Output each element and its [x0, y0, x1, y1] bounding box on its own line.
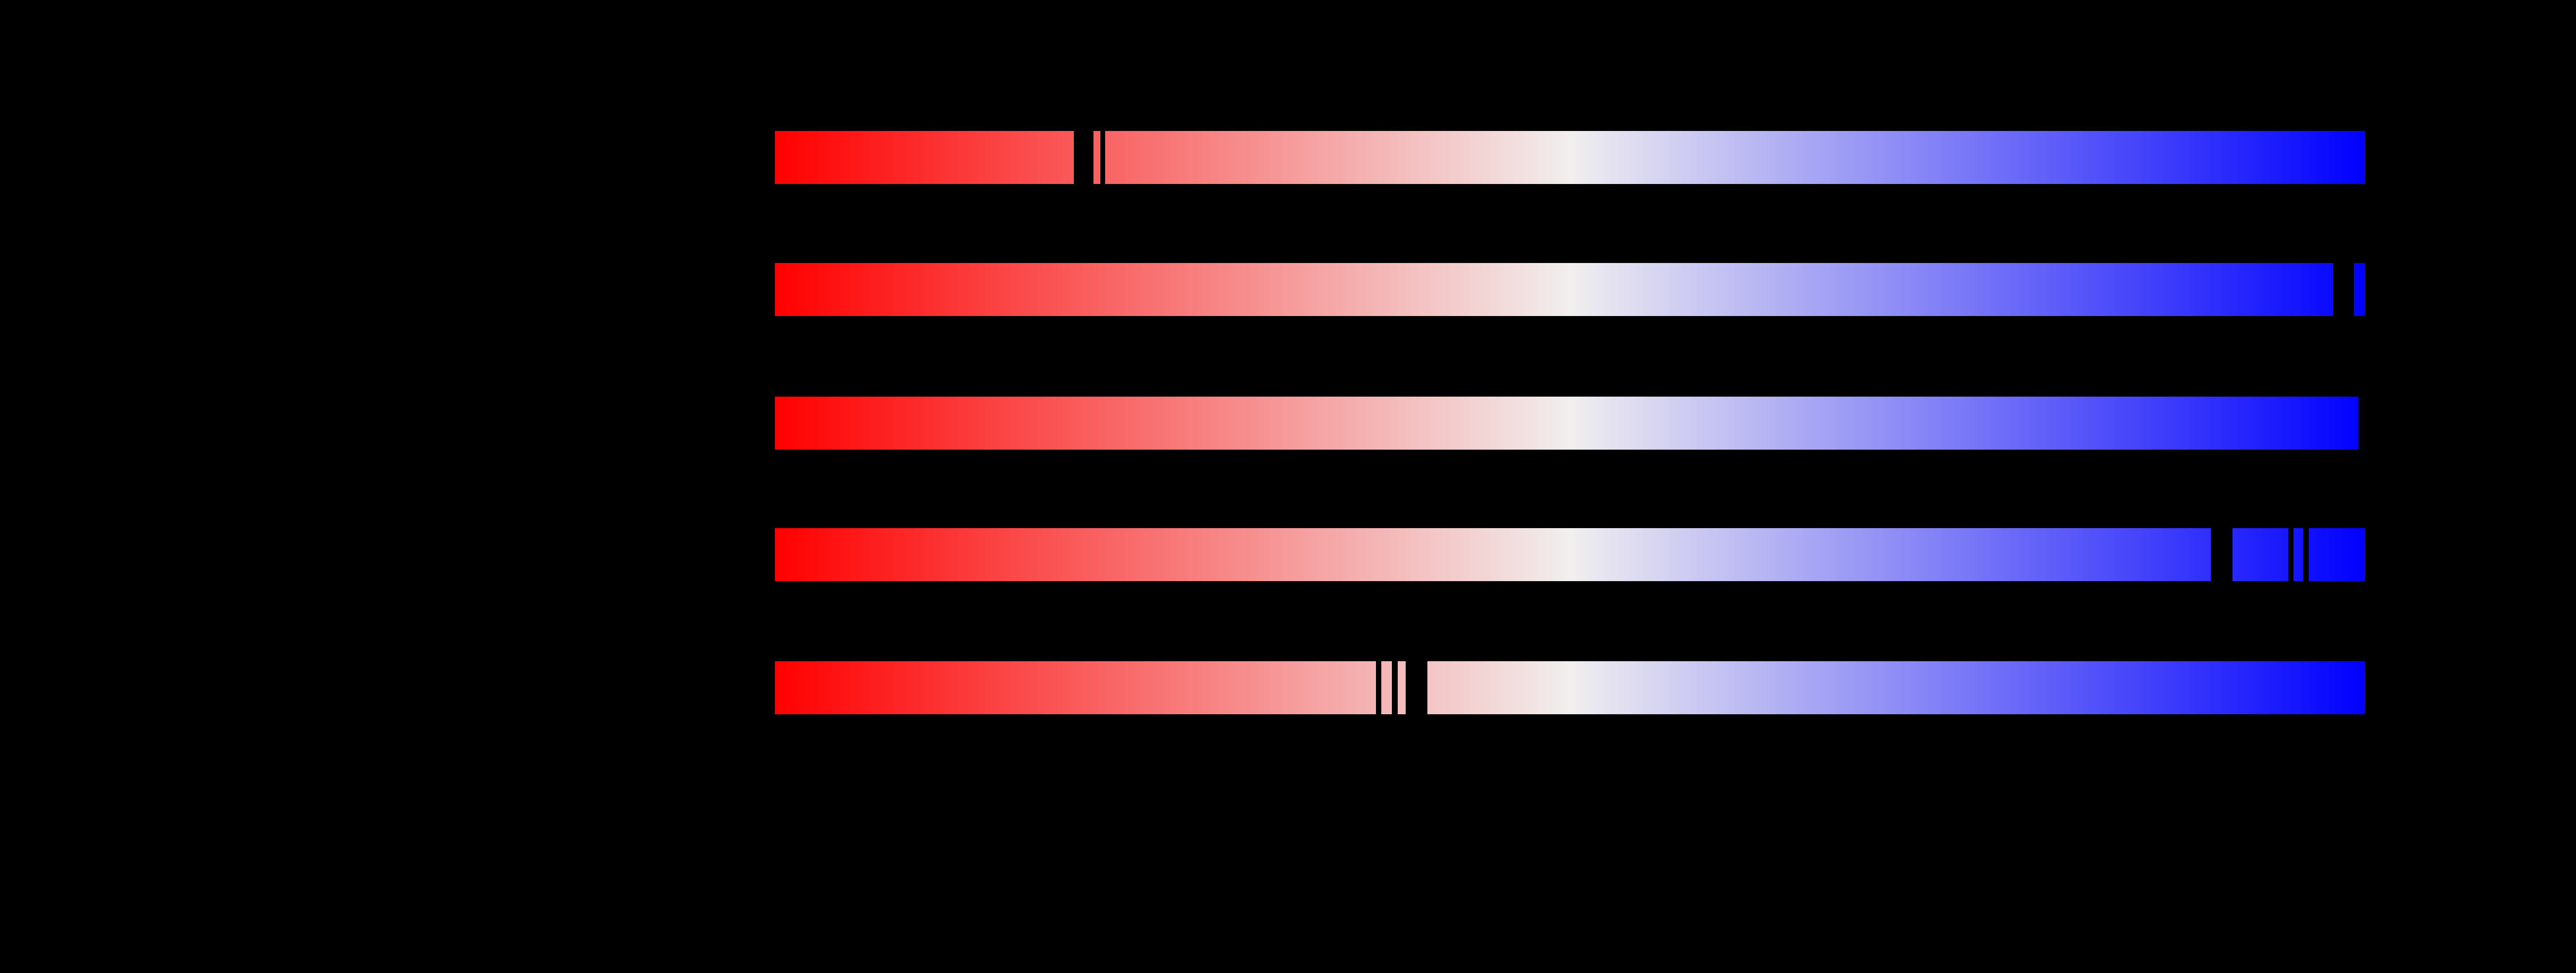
- value-marker: [2303, 528, 2309, 581]
- value-marker: [1406, 661, 1427, 714]
- value-marker: [1376, 661, 1381, 714]
- gradient-bar-row-4: [775, 528, 2365, 581]
- value-marker: [2333, 263, 2354, 316]
- value-marker: [1100, 131, 1105, 184]
- value-marker: [2288, 528, 2293, 581]
- value-marker: [1392, 661, 1398, 714]
- value-marker: [2358, 397, 2365, 450]
- value-marker: [2211, 528, 2233, 581]
- gradient-bar-row-1: [775, 131, 2365, 184]
- gradient-bar-row-5: [775, 661, 2365, 714]
- value-marker: [1074, 131, 1093, 184]
- gradient-bar-row-3: [775, 397, 2365, 450]
- gradient-bar-row-2: [775, 263, 2365, 316]
